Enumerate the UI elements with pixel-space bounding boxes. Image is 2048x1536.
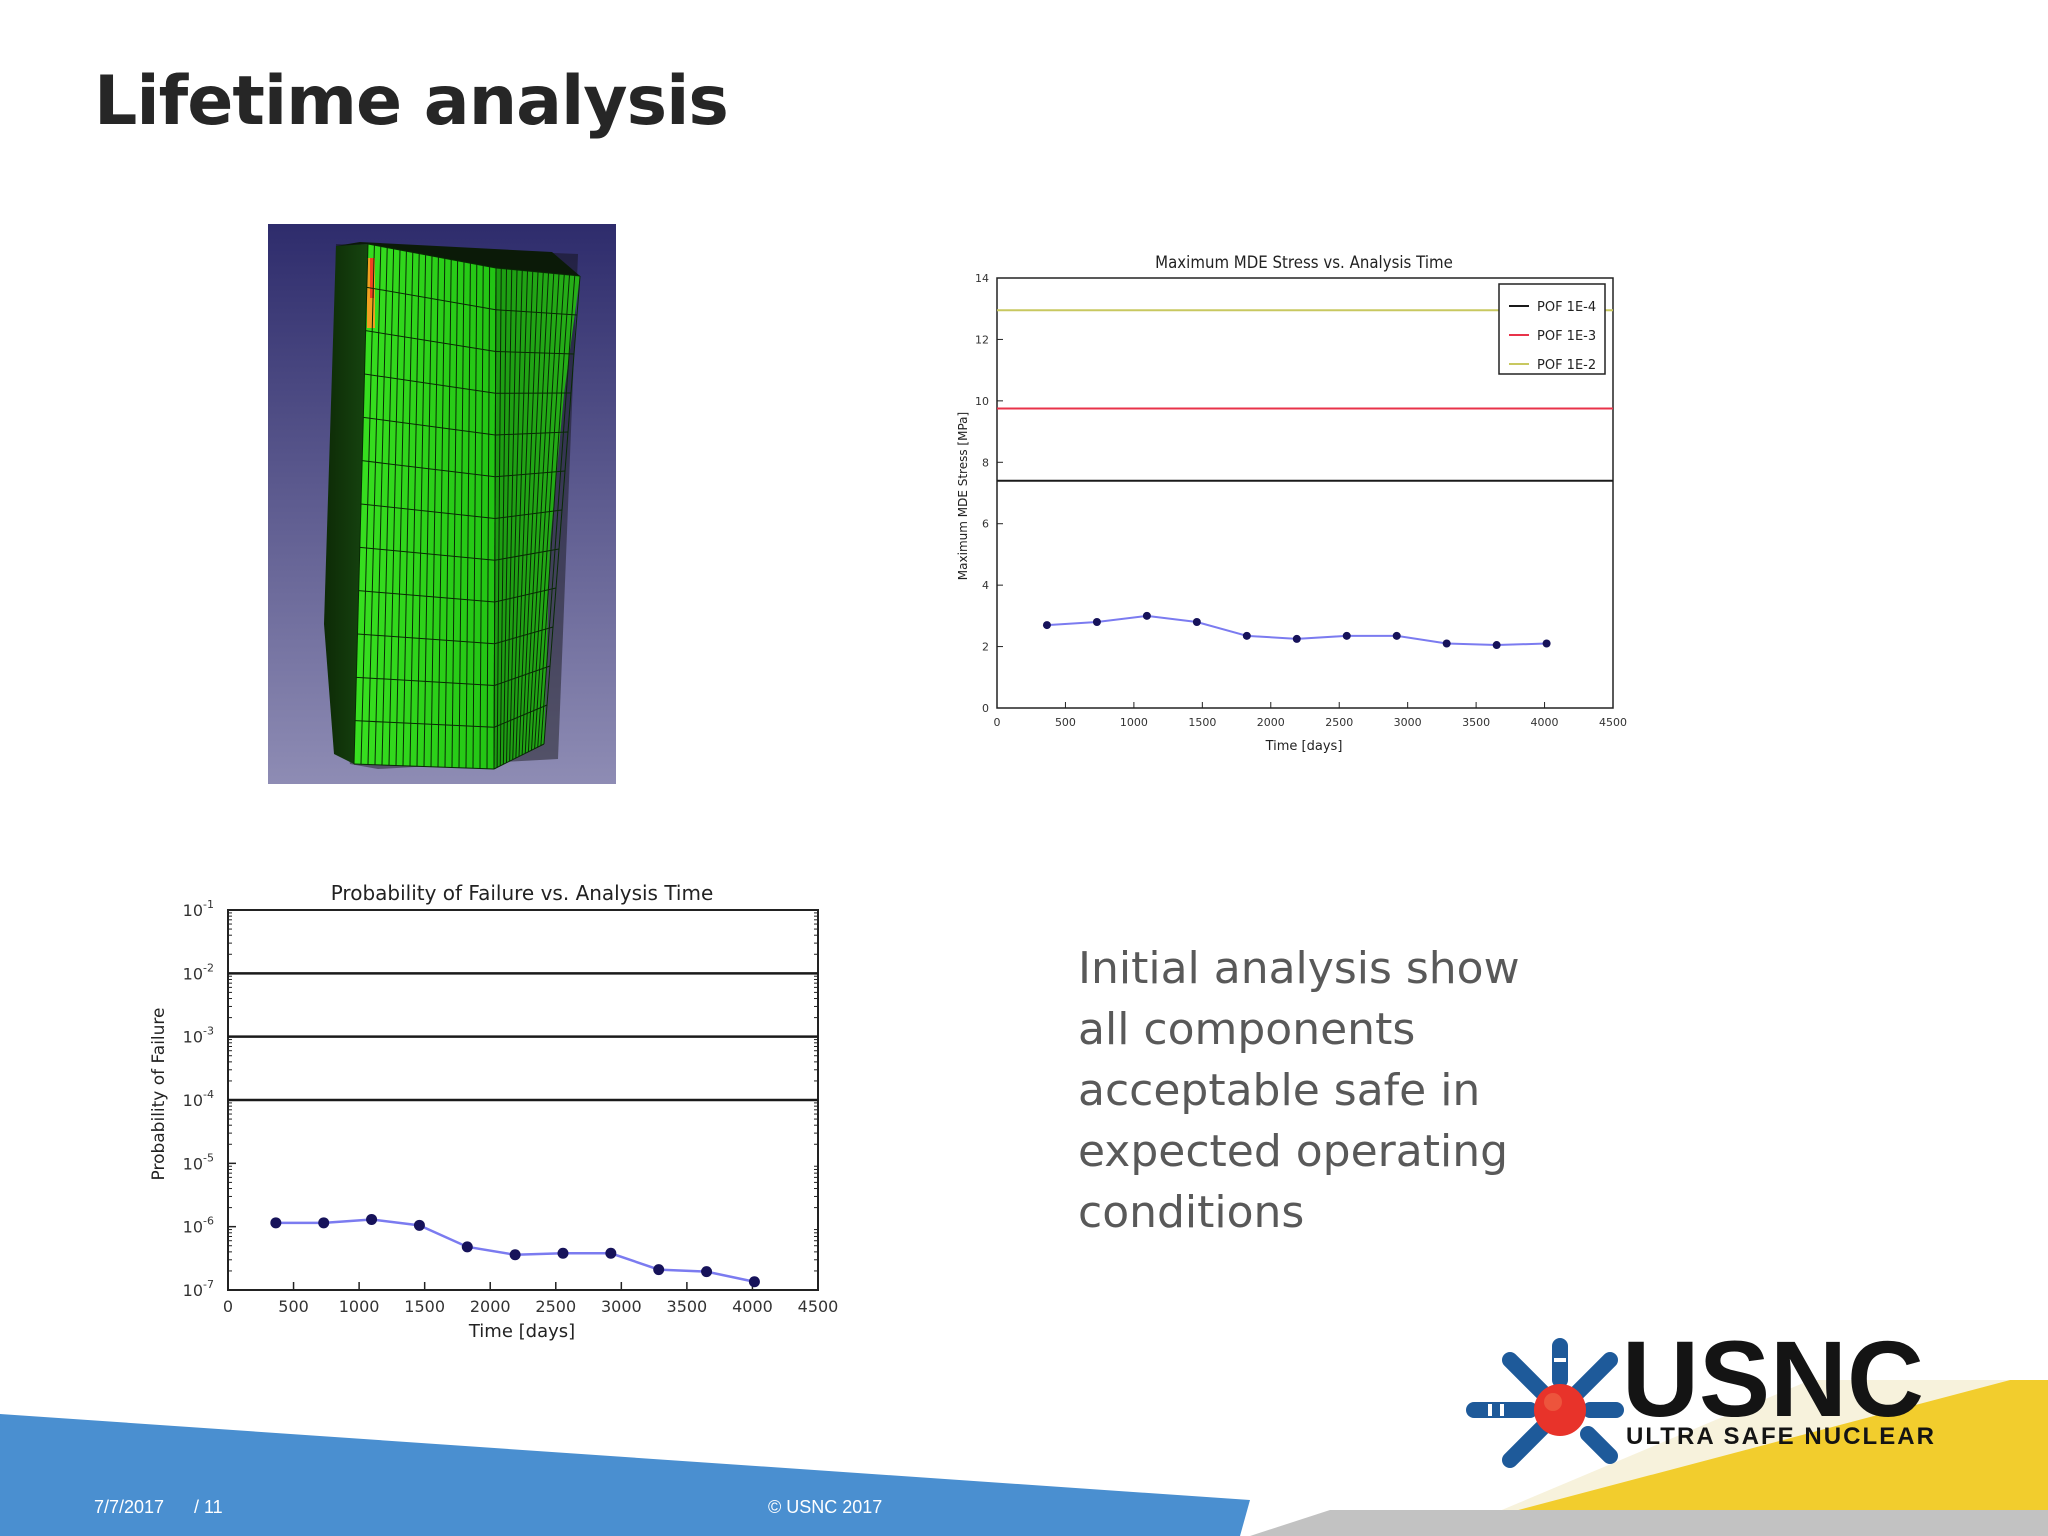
footer-band (0, 1380, 2048, 1536)
stress-chart-legend: POF 1E-4 POF 1E-3 POF 1E-2 (1498, 283, 1606, 375)
pof-chart-x-tick-label: 3500 (667, 1297, 708, 1316)
summary-line: conditions (1078, 1187, 1305, 1238)
pof-chart-x-tick-label: 4500 (798, 1297, 839, 1316)
stress-chart-x-tick-label: 3500 (1462, 716, 1490, 729)
pof-chart-y-tick-label: 10-5 (183, 1151, 214, 1173)
pof-chart-data-point (653, 1264, 665, 1276)
summary-line: acceptable safe in (1078, 1065, 1481, 1116)
pof-chart-x-tick-label: 2500 (535, 1297, 576, 1316)
fea-mesh-image (268, 224, 616, 784)
footer-copyright: © USNC 2017 (768, 1497, 883, 1517)
pof-chart-y-tick-label: 10-2 (183, 961, 214, 983)
pof-chart-data-point (461, 1241, 473, 1253)
stress-chart-y-tick-label: 6 (982, 518, 989, 531)
pof-chart-y-tick-label: 10-3 (183, 1025, 214, 1047)
stress-chart-data-point (1242, 631, 1251, 640)
summary-text: Initial analysis show all components acc… (1078, 938, 1598, 1243)
summary-line: expected operating (1078, 1126, 1509, 1177)
pof-chart-data-point (701, 1266, 713, 1278)
stress-chart: 0 2 4 6 8 10 12 14 0 500 1000 1500 2000 2500 3000 3500 4… (956, 252, 1627, 754)
stress-chart-title: Maximum MDE Stress vs. Analysis Time (1155, 252, 1453, 272)
stress-chart-y-tick-label: 14 (975, 272, 989, 285)
stress-chart-y-tick-label: 4 (982, 579, 989, 592)
stress-chart-y-tick-label: 2 (982, 641, 989, 654)
pof-chart: 10-7 10-6 10-5 10-4 10-3 10-2 10-1 0 500 1000 1500… (149, 881, 839, 1342)
stress-chart-data-point (1292, 634, 1301, 643)
stress-chart-y-tick-label: 12 (975, 333, 989, 346)
stress-chart-data-point (1492, 641, 1501, 650)
pof-chart-data-point (605, 1247, 617, 1259)
stress-chart-data-point (1192, 618, 1201, 626)
pof-chart-data-point (318, 1217, 330, 1229)
pof-chart-data-point (557, 1247, 569, 1259)
pof-chart-data-point (366, 1213, 378, 1225)
pof-chart-data-point (748, 1276, 760, 1288)
stress-chart-x-label: Time [days] (1265, 739, 1343, 754)
pof-chart-y-tick-label: 10-4 (183, 1088, 214, 1110)
pof-chart-x-tick-label: 4000 (732, 1297, 773, 1316)
stress-chart-x-tick-label: 0 (994, 716, 1001, 729)
pof-chart-data-point (509, 1249, 521, 1261)
pof-chart-x-tick-label: 2000 (470, 1297, 511, 1316)
pof-chart-y-tick-label: 10-1 (183, 898, 214, 920)
stress-chart-y-tick-label: 10 (975, 395, 989, 408)
stress-chart-data-point (1342, 631, 1351, 640)
stress-chart-legend-label: POF 1E-2 (1537, 358, 1596, 373)
stress-chart-x-tick-label: 3000 (1394, 716, 1422, 729)
stress-chart-x-tick-label: 1000 (1120, 716, 1148, 729)
logo-name: USNC (1622, 1318, 1924, 1439)
pof-chart-title: Probability of Failure vs. Analysis Time (331, 881, 714, 905)
usnc-logo: USNC ULTRA SAFE NUCLEAR (1466, 1318, 1934, 1468)
stress-chart-data-point (1392, 631, 1401, 640)
stress-chart-legend-label: POF 1E-3 (1537, 329, 1596, 344)
pof-chart-x-tick-label: 1000 (339, 1297, 380, 1316)
pof-chart-y-label: Probability of Failure (149, 1008, 169, 1181)
stress-chart-y-tick-label: 0 (982, 702, 989, 715)
pof-chart-x-tick-label: 1500 (404, 1297, 445, 1316)
stress-chart-x-tick-label: 4000 (1531, 716, 1559, 729)
stress-chart-x-tick-label: 500 (1055, 716, 1076, 729)
stress-chart-x-tick-label: 2500 (1325, 716, 1353, 729)
slide-title: Lifetime analysis (94, 62, 729, 141)
stress-chart-data-point (1442, 639, 1451, 648)
pof-chart-data-point (413, 1219, 425, 1231)
stress-chart-data-point (1042, 621, 1051, 630)
stress-chart-x-tick-label: 1500 (1188, 716, 1216, 729)
stress-chart-legend-box (1498, 283, 1606, 375)
stress-chart-x-tick-label: 4500 (1599, 716, 1627, 729)
pof-chart-x-tick-label: 3000 (601, 1297, 642, 1316)
pof-chart-y-tick-label: 10-7 (183, 1278, 214, 1300)
stress-chart-x-tick-label: 2000 (1257, 716, 1285, 729)
logo-tagline: ULTRA SAFE NUCLEAR (1626, 1423, 1934, 1450)
stress-chart-data-point (1542, 639, 1551, 648)
summary-line: Initial analysis show (1078, 943, 1520, 994)
stress-chart-y-tick-label: 8 (982, 456, 989, 469)
pof-chart-x-tick-label: 500 (278, 1297, 309, 1316)
stress-chart-legend-label: POF 1E-4 (1537, 300, 1596, 315)
pof-chart-data-point (270, 1217, 282, 1229)
stress-chart-y-label: Maximum MDE Stress [MPa] (956, 412, 970, 580)
stress-chart-data-point (1092, 618, 1101, 626)
footer-page-number: / 11 (194, 1497, 223, 1517)
stress-chart-data-point (1142, 611, 1151, 620)
summary-line: all components (1078, 1004, 1416, 1055)
footer-date: 7/7/2017 (94, 1497, 165, 1517)
pof-chart-x-tick-label: 0 (223, 1297, 233, 1316)
pof-chart-x-label: Time [days] (468, 1321, 575, 1342)
pof-chart-y-tick-label: 10-6 (183, 1215, 214, 1237)
